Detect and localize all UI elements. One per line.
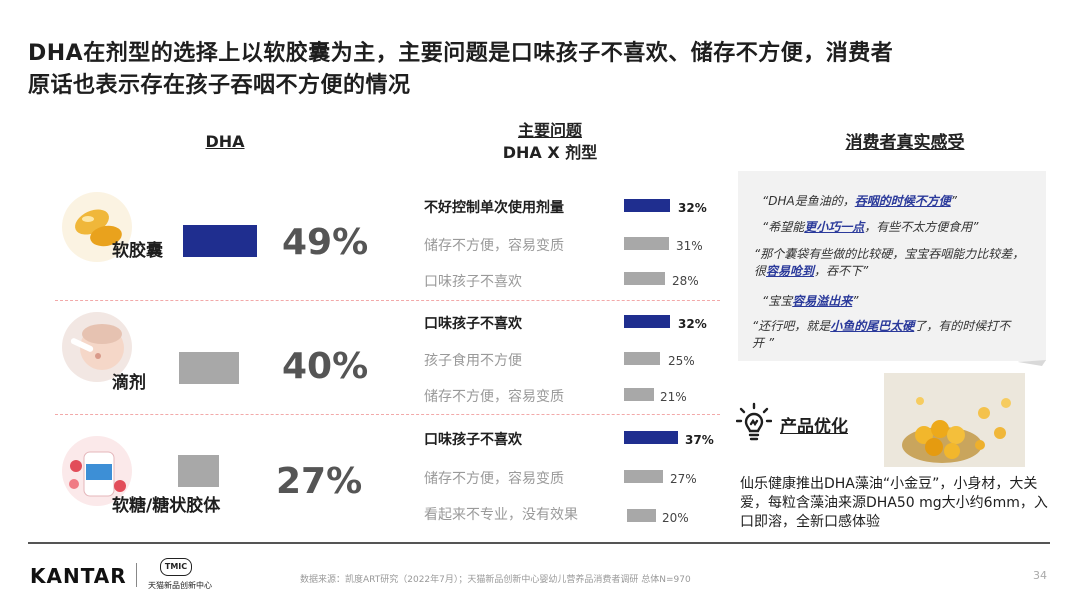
quote-text: ”: [852, 294, 859, 308]
reason-text: 口味孩子不喜欢: [424, 432, 522, 448]
share-bar-drops: [179, 352, 239, 384]
reason-text: 孩子食用不方便: [424, 353, 522, 369]
reason-text: 不好控制单次使用剂量: [424, 200, 564, 216]
tmic-logo-text: 天猫新品创新中心: [148, 581, 212, 590]
reason-text: 口味孩子不喜欢: [424, 316, 522, 332]
reason-bar: [624, 237, 669, 250]
reason-text: 看起来不专业，没有效果: [424, 507, 578, 523]
quote-highlight: 容易呛到: [766, 264, 815, 278]
quote-box-tail: [1018, 330, 1046, 366]
reason-text: 储存不方便，容易变质: [424, 238, 564, 254]
reason-text: 储存不方便，容易变质: [424, 471, 564, 487]
reason-pct: 20%: [662, 511, 689, 525]
reason-pct: 37%: [685, 433, 714, 447]
reason-pct: 31%: [676, 239, 703, 253]
tmic-logo-badge: TMIC: [160, 558, 192, 576]
reason-bar: [624, 352, 660, 365]
consumer-quote: “还行吧，就是小鱼的尾巴太硬了，有的时候打不开 ”: [752, 318, 1022, 352]
share-pct-drops: 40%: [282, 346, 369, 387]
reason-pct: 25%: [668, 354, 695, 368]
footer-divider: [28, 542, 1050, 544]
consumer-quote: “DHA是鱼油的，吞咽的时候不方便”: [762, 193, 1032, 210]
quote-highlight: 吞咽的时候不方便: [854, 194, 951, 208]
quote-text: ”: [950, 194, 957, 208]
quote-text: “DHA是鱼油的，: [762, 194, 855, 208]
consumer-quote: “宝宝容易溢出来”: [762, 293, 1032, 310]
row-divider: [55, 414, 720, 415]
consumer-quotes-box: [738, 171, 1046, 361]
share-pct-softgel: 49%: [282, 222, 369, 263]
form-label-softgel: 软胶囊: [112, 241, 163, 261]
reason-pct: 27%: [670, 472, 697, 486]
reason-text: 储存不方便，容易变质: [424, 389, 564, 405]
quote-text: “还行吧，就是: [752, 319, 831, 333]
reason-pct: 28%: [672, 274, 699, 288]
col-header-consumer: 消费者真实感受: [845, 133, 965, 153]
softgel-capsule-image: [62, 192, 132, 262]
logo-separator: [136, 563, 137, 587]
product-description: 仙乐健康推出DHA藻油“小金豆”，小身材，大关爱，每粒含藻油来源DHA50 mg…: [740, 476, 1048, 530]
quote-text: 了，有的时候打不开 ”: [752, 319, 1011, 350]
reason-bar: [624, 431, 678, 444]
reason-bar: [627, 509, 656, 522]
data-source: 数据来源：凯度ART研究（2022年7月）；天猫新品创新中心婴幼儿营养品消费者调…: [300, 575, 691, 585]
col-header-dha: DHA: [205, 132, 245, 151]
quote-text: “宝宝: [762, 294, 793, 308]
row-divider: [55, 300, 720, 301]
lightbulb-icon: [736, 402, 772, 441]
reason-pct: 32%: [678, 317, 707, 331]
reason-pct: 21%: [660, 390, 687, 404]
quote-text: ，吞不下”: [814, 264, 869, 278]
quote-text: ，有些不太方便食用”: [864, 220, 979, 234]
page-title: DHA在剂型的选择上以软胶囊为主，主要问题是口味孩子不喜欢、储存不方便，消费者 …: [28, 41, 894, 98]
quote-text: “希望能: [762, 220, 805, 234]
reason-bar: [624, 470, 663, 483]
consumer-quote: “那个囊袋有些做的比较硬，宝宝吞咽能力比较差，很容易呛到，吞不下”: [754, 246, 1032, 280]
reason-text: 口味孩子不喜欢: [424, 274, 522, 290]
form-label-drops: 滴剂: [112, 373, 146, 393]
baby-drops-image: [62, 312, 132, 382]
softgel-photo: [884, 373, 1025, 467]
reason-bar: [624, 272, 665, 285]
quote-highlight: 更小巧一点: [804, 220, 865, 234]
quote-highlight: 小鱼的尾巴太硬: [830, 319, 915, 333]
reason-bar: [624, 388, 654, 401]
reason-pct: 32%: [678, 201, 707, 215]
share-bar-softgel: [183, 225, 257, 257]
quote-highlight: 容易溢出来: [792, 294, 853, 308]
col-header-issues: 主要问题 DHA X 剂型: [502, 121, 598, 162]
kantar-logo: KANTAR: [30, 564, 127, 588]
share-pct-gummy: 27%: [276, 461, 363, 502]
product-heading: 产品优化: [780, 417, 848, 437]
share-bar-gummy: [178, 455, 219, 487]
gummy-bottle-image: [62, 436, 132, 506]
page-number: 34: [1033, 569, 1047, 582]
reason-bar: [624, 199, 670, 212]
quote-text: “那个囊袋有些做的比较硬，宝宝吞咽能力比较差，很: [754, 247, 1025, 278]
form-label-gummy: 软糖/糖状胶体: [112, 496, 221, 516]
reason-bar: [624, 315, 670, 328]
consumer-quote: “希望能更小巧一点，有些不太方便食用”: [762, 219, 1032, 236]
